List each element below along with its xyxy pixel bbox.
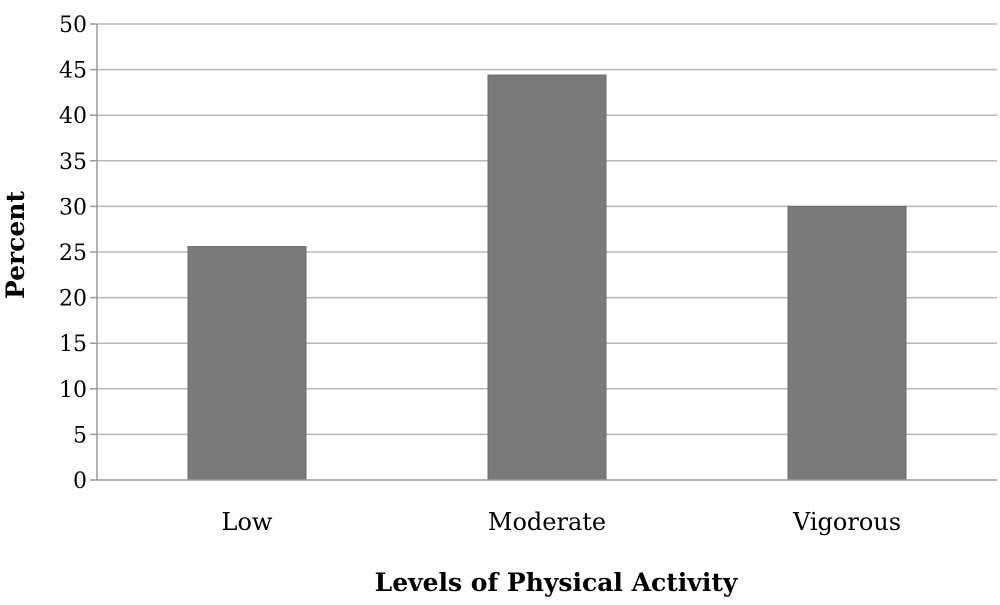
- x-tick-label: Vigorous: [792, 508, 901, 536]
- x-axis-title: Levels of Physical Activity: [375, 568, 739, 597]
- y-tick-label: 0: [73, 469, 87, 494]
- x-tick-labels: Low Moderate Vigorous: [222, 508, 902, 536]
- x-tick-label: Low: [222, 508, 273, 536]
- bar-moderate: [487, 74, 607, 481]
- y-tick-label: 20: [59, 287, 87, 312]
- y-tick-label: 5: [73, 423, 87, 448]
- y-tick-label: 50: [59, 13, 87, 38]
- y-axis-title: Percent: [1, 191, 30, 300]
- y-tick-label: 10: [59, 378, 87, 403]
- x-tick-label: Moderate: [488, 508, 606, 536]
- y-tick-label: 30: [59, 195, 87, 220]
- y-tick-label: 15: [59, 332, 87, 357]
- bar-low: [187, 246, 307, 481]
- y-tick-label: 25: [59, 241, 87, 266]
- y-tick-label: 45: [59, 59, 87, 84]
- y-tick-label: 35: [59, 150, 87, 175]
- y-tick-label: 40: [59, 104, 87, 129]
- axes: [96, 24, 997, 481]
- y-tick-labels: 0 5 10 15 20 25 30 35 40 45 50: [59, 13, 87, 494]
- bars: [187, 74, 907, 481]
- bar-vigorous: [787, 205, 907, 481]
